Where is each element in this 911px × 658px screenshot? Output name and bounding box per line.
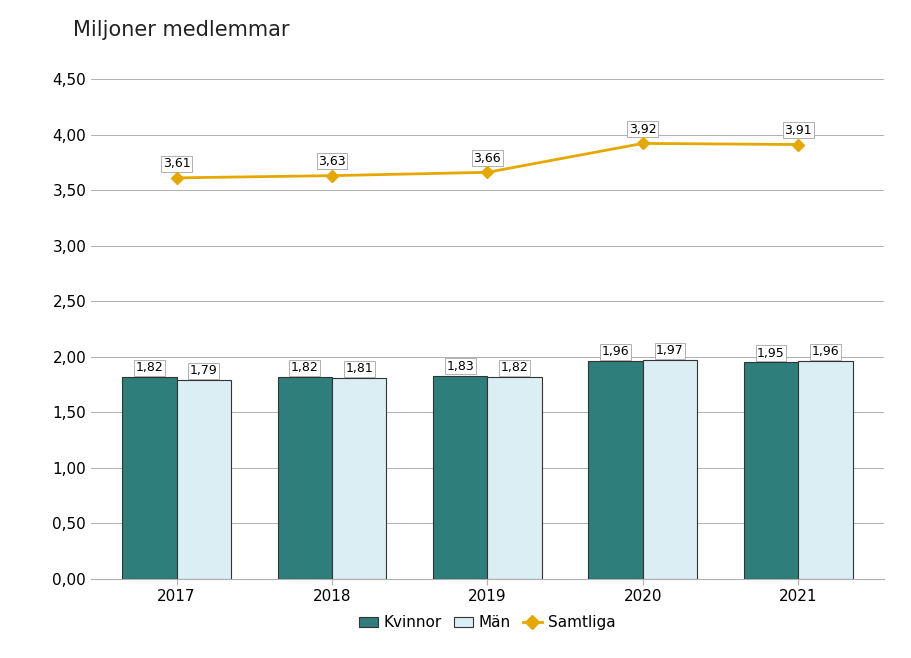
Text: 3,66: 3,66 [474,151,501,164]
Text: 3,92: 3,92 [629,122,657,136]
Bar [487,377,542,579]
Bar [589,361,643,579]
Text: 1,95: 1,95 [757,347,785,359]
Text: 1,79: 1,79 [189,365,218,377]
Bar [433,376,487,579]
Text: 1,82: 1,82 [291,361,319,374]
Text: 1,96: 1,96 [602,345,630,359]
Text: 3,63: 3,63 [318,155,346,168]
Text: 1,97: 1,97 [656,344,684,357]
Text: 1,83: 1,83 [446,360,474,373]
Bar [643,360,697,579]
Bar [177,380,231,579]
Text: 1,81: 1,81 [345,362,373,375]
Text: Miljoner medlemmar: Miljoner medlemmar [73,20,290,39]
Text: 1,82: 1,82 [136,361,163,374]
Bar [743,363,798,579]
Bar [122,377,177,579]
Text: 3,61: 3,61 [163,157,190,170]
Text: 1,82: 1,82 [501,361,528,374]
Bar [798,361,853,579]
Bar [278,377,332,579]
Text: 1,96: 1,96 [812,345,839,359]
Bar [332,378,386,579]
Legend: Kvinnor, Män, Samtliga: Kvinnor, Män, Samtliga [353,609,621,636]
Text: 3,91: 3,91 [784,124,812,137]
